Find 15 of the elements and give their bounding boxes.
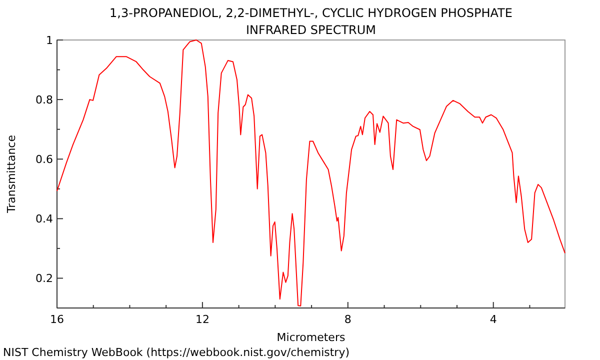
y-tick-label: 0.2 [36, 272, 53, 286]
x-tick-label: 8 [344, 313, 352, 326]
y-tick-label: 1 [46, 34, 53, 47]
y-axis-title: Transmittance [5, 134, 18, 214]
line-series [56, 40, 566, 306]
x-tick-label: 4 [490, 313, 497, 326]
x-tick-label: 16 [50, 313, 64, 326]
y-tick-label: 0.4 [36, 212, 53, 226]
x-tick-label: 12 [195, 313, 210, 326]
chart-subtitle: INFRARED SPECTRUM [246, 23, 376, 37]
text: NIST Chemistry WebBook (https://webbook.nist.gov/chemistry) [3, 346, 350, 359]
y-tick-label: 0.6 [36, 153, 53, 166]
y-tick-label: 0.8 [36, 94, 53, 107]
x-axis-title: Micrometers [276, 331, 346, 344]
chart-title: 1,3-PROPANEDIOL, 2,2-DIMETHYL-, CYCLIC HYDROGEN PHOSPHATE [110, 6, 512, 20]
